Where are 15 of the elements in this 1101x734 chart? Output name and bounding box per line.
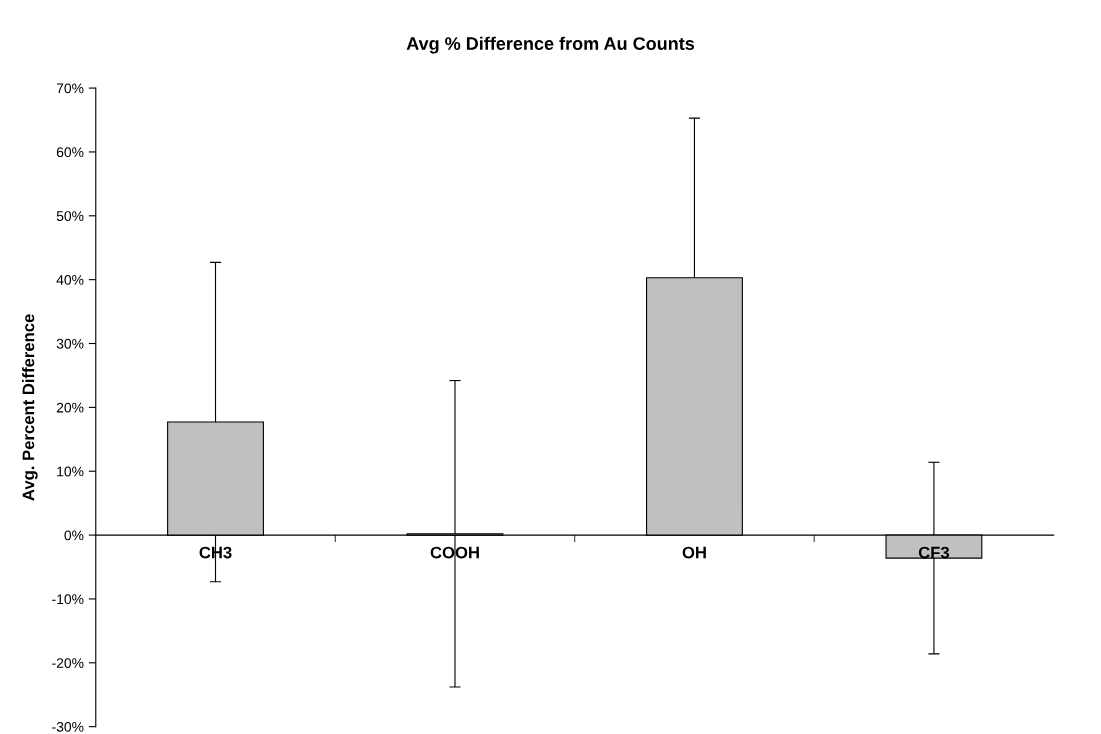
chart-title: Avg % Difference from Au Counts bbox=[406, 36, 695, 54]
y-tick-label: 0% bbox=[64, 530, 84, 541]
y-tick-label: -10% bbox=[52, 594, 84, 605]
y-tick-label: 40% bbox=[56, 274, 84, 285]
y-tick-label: 70% bbox=[56, 83, 84, 94]
y-tick-label: 30% bbox=[56, 338, 84, 349]
y-axis-title: Avg. Percent Difference bbox=[22, 314, 38, 501]
y-tick-label: -30% bbox=[52, 721, 84, 732]
y-tick-label: 20% bbox=[56, 402, 84, 413]
y-tick-label: -20% bbox=[52, 658, 84, 668]
y-tick-label: 60% bbox=[56, 147, 84, 158]
y-tick-label: 10% bbox=[57, 466, 84, 477]
x-tick-label: OH bbox=[682, 546, 706, 559]
y-tick-label: 50% bbox=[56, 211, 84, 221]
x-tick-label: CF3 bbox=[918, 546, 950, 559]
